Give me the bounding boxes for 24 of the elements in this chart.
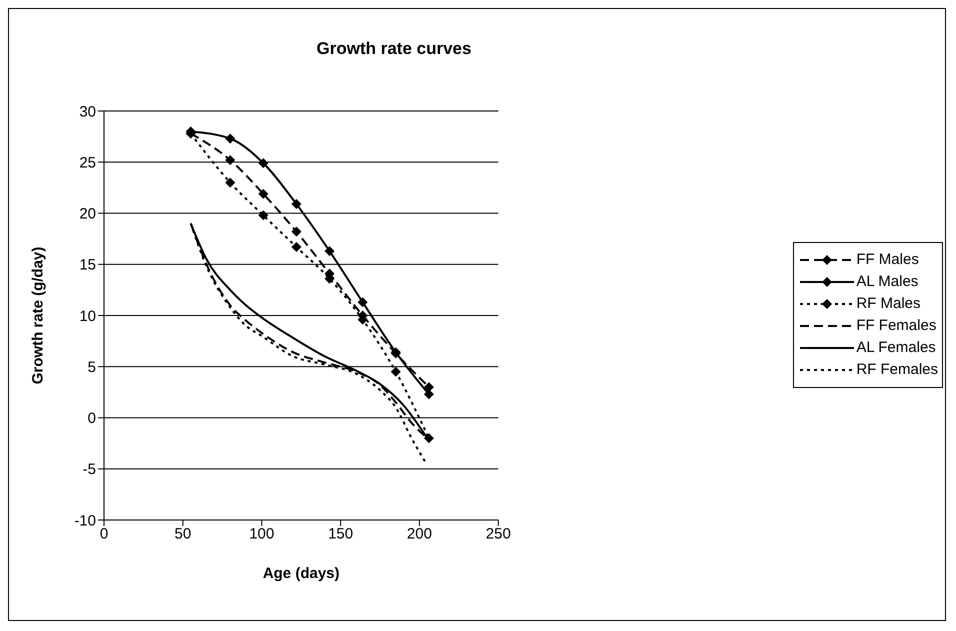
x-axis-title: Age (days) [262,565,340,582]
y-tick-label: 5 [88,358,96,376]
y-axis-title: Growth rate (g/day) [29,246,46,384]
x-tick-label: 200 [406,526,432,543]
legend-label: AL Females [856,339,936,356]
x-tick-label: 0 [100,526,108,543]
legend-label: RF Males [856,295,920,312]
legend-label: RF Females [856,361,938,378]
y-tick-label: 20 [79,206,96,223]
x-tick-label: 100 [249,526,274,543]
y-tick-label: 0 [88,410,96,428]
y-tick-label: 15 [79,256,96,274]
legend-label: FF Males [856,251,919,268]
y-tick-label: -5 [82,461,96,478]
legend-label: AL Males [856,273,918,290]
x-tick-label: 150 [328,526,354,543]
y-tick-label: 30 [79,103,96,120]
legend-label: FF Females [856,317,936,334]
y-tick-label: 25 [79,154,96,172]
y-tick-label: 10 [79,308,96,325]
chart-title: Growth rate curves [316,39,472,59]
x-tick-label: 250 [486,526,511,543]
y-tick-label: -10 [74,512,96,530]
x-tick-label: 50 [174,526,192,543]
